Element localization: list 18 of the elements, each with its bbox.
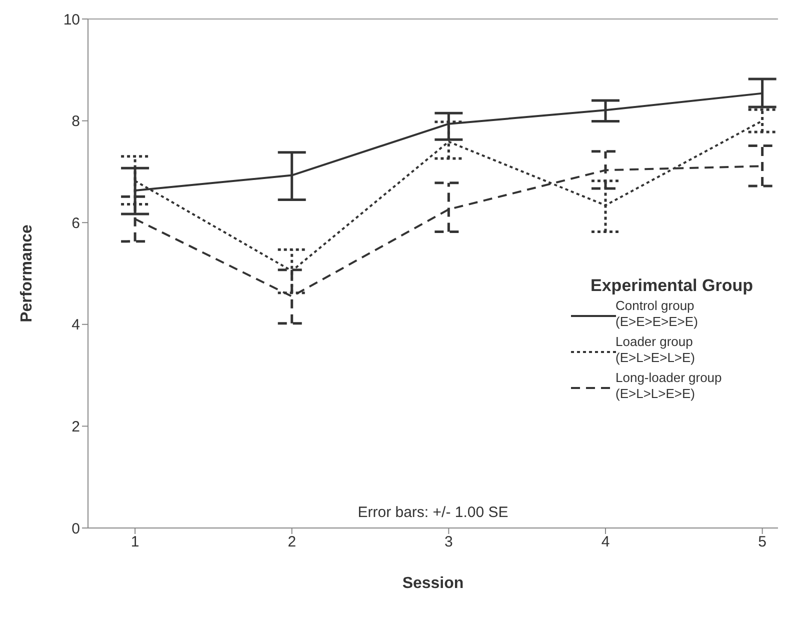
annotation: Error bars: +/- 1.00 SE	[356, 504, 510, 521]
y-tick-label: 2	[72, 418, 80, 436]
x-tick-label: 5	[758, 534, 766, 551]
legend-label: Control group (E>E>E>E>E)	[616, 298, 699, 330]
y-tick-label: 6	[72, 214, 80, 232]
legend-label: Loader group (E>L>E>L>E)	[616, 334, 696, 366]
y-tick-label: 10	[63, 11, 80, 28]
y-axis-title: Performance	[18, 224, 36, 322]
x-axis-title: Session	[402, 575, 464, 592]
x-tick-label: 3	[444, 534, 453, 551]
y-tick-label: 4	[72, 316, 80, 334]
y-tick-label: 8	[72, 113, 80, 130]
x-tick-label: 1	[130, 534, 140, 551]
legend-label: Long-loader group (E>L>L>E>E)	[616, 370, 723, 402]
x-tick-label: 4	[601, 534, 610, 551]
y-tick-label: 0	[72, 520, 80, 538]
x-tick-label: 2	[288, 534, 296, 551]
legend-title: Experimental Group	[590, 276, 753, 296]
